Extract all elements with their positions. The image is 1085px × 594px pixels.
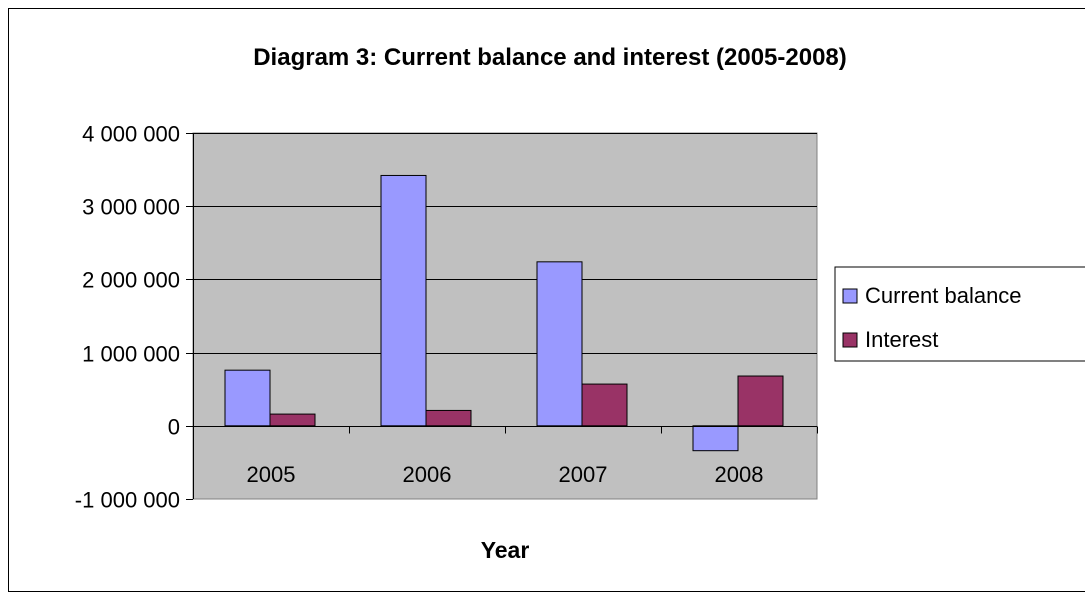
- legend: Current balance Interest: [834, 266, 1085, 362]
- grid-lines: [193, 133, 817, 354]
- y-tick-label: 4 000 000: [82, 122, 180, 147]
- chart-title: Diagram 3: Current balance and interest …: [253, 44, 847, 71]
- legend-box: [834, 266, 1085, 362]
- x-tick-label: 2006: [403, 462, 452, 487]
- x-ticks: [193, 426, 818, 434]
- legend-label-interest: Interest: [865, 327, 938, 352]
- bar-interest-2006: [425, 409, 472, 427]
- y-tick-label: -1 000 000: [75, 488, 180, 513]
- y-tick-label: 3 000 000: [82, 195, 180, 220]
- bar-current-balance-2005: [224, 369, 271, 427]
- bar-interest-2008: [737, 375, 784, 427]
- y-tick-label: 2 000 000: [82, 268, 180, 293]
- bar-interest-2007: [581, 383, 628, 427]
- x-tick-label: 2005: [247, 462, 296, 487]
- bars: [224, 174, 784, 452]
- x-tick-labels: 2005 2006 2007 2008: [247, 462, 764, 487]
- x-axis-label: Year: [481, 537, 530, 563]
- y-tick-labels: -1 000 000 0 1 000 000 2 000 000 3 000 000 4 …: [75, 122, 180, 513]
- legend-swatch-interest: [842, 332, 858, 348]
- bar-current-balance-2007: [536, 261, 583, 427]
- legend-label-current-balance: Current balance: [865, 283, 1022, 308]
- bar-current-balance-2006: [380, 174, 427, 427]
- legend-swatch-current-balance: [842, 288, 858, 304]
- y-tick-label: 0: [168, 415, 180, 440]
- x-tick-label: 2007: [559, 462, 608, 487]
- x-tick-label: 2008: [715, 462, 764, 487]
- y-ticks: [186, 133, 193, 500]
- bar-current-balance-2008: [692, 425, 739, 452]
- y-tick-label: 1 000 000: [82, 342, 180, 367]
- bar-interest-2005: [269, 413, 316, 427]
